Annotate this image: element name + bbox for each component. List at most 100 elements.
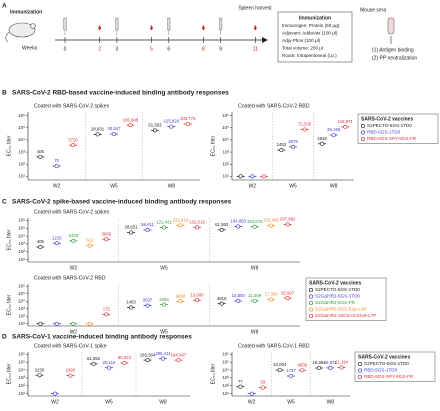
data-point [54,164,59,169]
week-number: 8 [202,46,205,52]
data-point [249,391,254,396]
week-number: 9 [219,46,222,52]
legend-marker [360,123,366,129]
y-tick-label: 10¹ [222,391,229,396]
data-point [145,228,150,233]
sera-label: Mouse sera [360,7,386,13]
legend-title: SARS-CoV-2 vaccines [361,116,413,122]
box-line: Route: Intraperitoneal (i.p.) [282,53,337,58]
mouse-ear [30,23,36,29]
data-point [91,361,96,366]
data-point [161,356,166,361]
y-tick-label: 10² [18,161,25,166]
box-line: Total volume: 200 μl [282,46,323,51]
legend-label: RBD-5GS-1TD0 [364,368,398,373]
y-tick-label: 10⁶ [222,113,229,118]
data-point [38,321,43,326]
data-point [236,299,241,304]
data-point [194,225,199,230]
legend-marker [308,300,314,306]
value-label: 2637 [143,298,153,303]
value-label: 175 [103,307,111,312]
value-label: 118,871 [338,119,354,124]
blood-drop [98,25,101,30]
value-label: 77 [238,379,243,384]
y-tick-label: 10⁴ [18,233,25,238]
chart-title: Coated with SARS-CoV-1 spike [34,343,107,349]
data-point [331,133,336,138]
y-axis-label: EC₅₀ titer [210,363,216,384]
data-point [71,321,76,326]
value-label: 10,800 [232,293,246,298]
data-point [129,230,134,235]
blood-drop [254,25,257,30]
y-tick-label: 10¹ [18,174,25,179]
value-label: 153,676 [247,219,263,224]
assay-label: (1) Antigen binding [372,47,414,53]
y-tick-label: 10⁴ [222,367,229,372]
legend-marker [308,294,314,299]
y-tick-label: 10³ [18,306,25,311]
mouse-tail [5,31,10,43]
data-point [178,223,183,228]
y-axis-label: EC₅₀ titer [6,135,12,156]
legend-marker [357,368,363,373]
y-tick-label: 10³ [18,241,25,246]
spleen-label: Spleen harvest [238,5,272,11]
data-point [290,144,295,149]
data-point [145,303,150,308]
value-label: 3936 [102,231,112,236]
y-tick-label: 10¹ [18,321,25,326]
value-label: 3494 [159,297,169,302]
y-tick-label: 10⁵ [18,125,25,130]
data-point [238,174,243,179]
chart-title: Coated with SARS-CoV-2 RBD [238,103,310,109]
data-point [176,358,181,363]
data-point [87,243,92,248]
x-tick-label: W5 [110,183,118,189]
value-label: 1993 [66,368,76,373]
blood-drop [150,25,153,30]
y-tick-label: 10⁴ [18,298,25,303]
chart-title: Coated with SARS-CoV-2 spikes [34,209,110,215]
x-tick-label: W5 [160,265,168,271]
value-label: 1215 [52,235,62,240]
legend-label: S2GΔHR2-5GS-1TD0 [315,294,360,299]
data-point [54,321,59,326]
y-tick-label: 10² [222,161,229,166]
value-label: 4818 [217,296,227,301]
legend-label: S2GΔHR2-5GS-E2p-L4P [315,307,367,312]
panel-a-art [5,11,395,63]
y-tick-label: 10³ [18,375,25,380]
data-point [288,374,293,379]
value-label: 61,563 [215,222,229,227]
data-point [279,148,284,153]
value-label: 17,350 [265,292,279,297]
value-label: 18,364 [313,360,327,365]
data-point [252,224,257,229]
value-label: 13,680 [190,292,204,297]
value-label: 28,831 [124,225,138,230]
value-label: 11,408 [248,293,261,298]
panel-letter: D [2,334,7,341]
value-label: 25,166 [327,127,341,132]
y-tick-label: 10⁶ [18,113,25,118]
value-label: 125,929 [164,119,180,124]
data-point [252,298,257,303]
y-tick-label: 10⁵ [18,225,25,230]
value-label: 405 [37,239,45,244]
y-tick-label: 10³ [222,375,229,380]
value-label: 2433 [69,233,79,238]
value-label: 72,530 [298,122,312,127]
legend-box [305,277,387,321]
value-label: 21,194 [335,360,349,365]
syringe [63,17,67,31]
value-label: 58,611 [141,222,154,227]
y-axis-label: EC₅₀ titer [6,229,12,250]
value-label: 165,848 [123,117,139,122]
protocol-box [277,11,353,63]
data-point [107,365,112,370]
legend-label: RBD-5GS-SPY-5GS-FR [364,374,414,379]
y-tick-label: 10¹ [18,391,25,396]
